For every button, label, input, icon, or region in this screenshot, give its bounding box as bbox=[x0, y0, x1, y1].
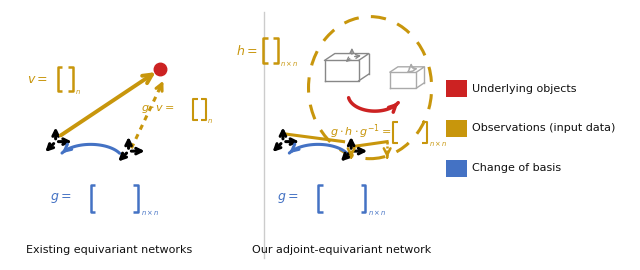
Text: ${}_{n\times n}$: ${}_{n\times n}$ bbox=[368, 208, 387, 218]
FancyBboxPatch shape bbox=[446, 160, 467, 177]
Text: $_n$: $_n$ bbox=[207, 116, 213, 126]
Text: ${}_{n\times n}$: ${}_{n\times n}$ bbox=[429, 140, 447, 150]
FancyBboxPatch shape bbox=[446, 120, 467, 137]
FancyBboxPatch shape bbox=[446, 80, 467, 97]
Text: $_n$: $_n$ bbox=[75, 87, 81, 97]
Text: $g \cdot h \cdot g^{-1}=$: $g \cdot h \cdot g^{-1}=$ bbox=[330, 123, 392, 141]
Text: Change of basis: Change of basis bbox=[472, 163, 561, 173]
Text: Existing equivariant networks: Existing equivariant networks bbox=[26, 245, 193, 255]
Text: ${}_{n\times n}$: ${}_{n\times n}$ bbox=[280, 59, 299, 69]
Text: $g \cdot v=$: $g \cdot v=$ bbox=[141, 103, 175, 116]
Text: Our adjoint-equivariant network: Our adjoint-equivariant network bbox=[252, 245, 431, 255]
Text: $h=$: $h=$ bbox=[236, 44, 257, 58]
Text: $g=$: $g=$ bbox=[50, 191, 72, 205]
Text: Underlying objects: Underlying objects bbox=[472, 84, 577, 94]
Text: $g=$: $g=$ bbox=[277, 191, 299, 205]
Text: $v=$: $v=$ bbox=[28, 73, 48, 86]
Text: Observations (input data): Observations (input data) bbox=[472, 123, 616, 133]
Text: ${}_{n\times n}$: ${}_{n\times n}$ bbox=[141, 208, 159, 218]
